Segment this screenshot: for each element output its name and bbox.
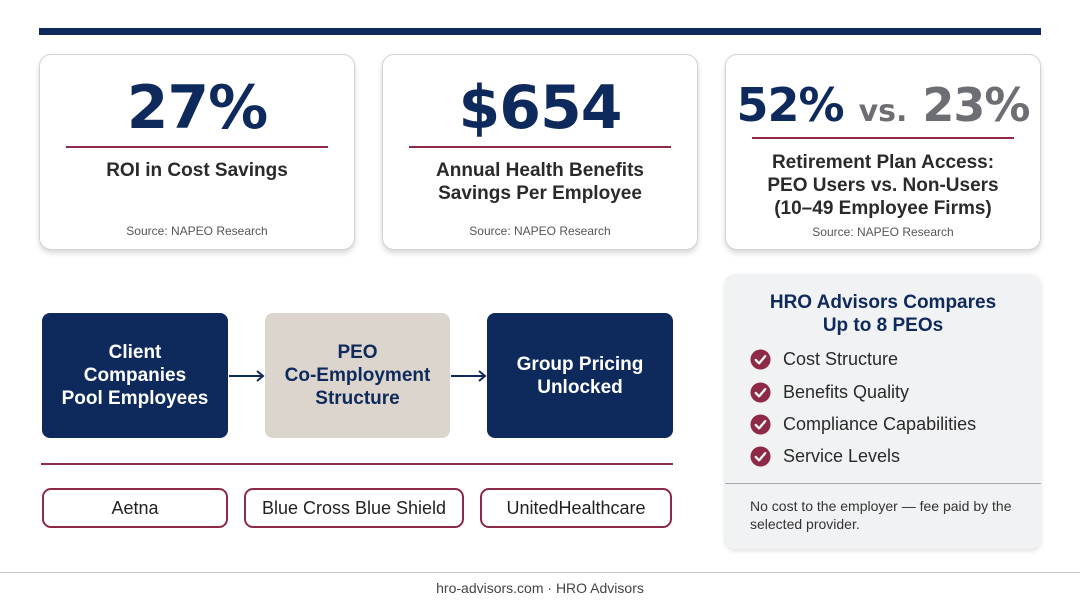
flow-step-line: Co-Employment <box>284 365 431 386</box>
top-accent-bar <box>39 28 1041 35</box>
carrier-pill-aetna: Aetna <box>42 488 228 528</box>
stat-caption: Annual Health Benefits Savings Per Emplo… <box>393 159 687 205</box>
flow-step-line: Pool Employees <box>61 388 209 409</box>
stat-divider <box>409 146 671 148</box>
stat-card-retirement-access: 52% vs. 23% Retirement Plan Access: PEO … <box>725 54 1041 250</box>
flow-step-group-pricing: Group Pricing Unlocked <box>487 313 673 438</box>
stat-caption-line: PEO Users vs. Non-Users <box>767 175 999 196</box>
stat-card-roi: 27% ROI in Cost Savings Source: NAPEO Re… <box>39 54 355 250</box>
flow-step-line: Unlocked <box>537 376 623 398</box>
compare-item: Compliance Capabilities <box>750 413 976 435</box>
compare-item-label: Compliance Capabilities <box>783 413 977 434</box>
stat-caption: Retirement Plan Access: PEO Users vs. No… <box>736 151 1030 220</box>
stat-caption-line: Savings Per Employee <box>438 183 642 204</box>
compare-item: Service Levels <box>750 445 900 467</box>
flow-step-line: Companies <box>83 365 187 386</box>
stat-value-left: 52% <box>736 78 844 132</box>
stat-divider <box>66 146 328 148</box>
check-circle-icon <box>750 413 771 435</box>
stat-value-vs: vs. <box>858 94 908 129</box>
footer-divider <box>0 572 1080 573</box>
compare-divider <box>725 483 1041 484</box>
flow-step-line: Structure <box>315 388 400 409</box>
compare-item-label: Service Levels <box>783 445 901 466</box>
carrier-pill-unitedhealthcare: UnitedHealthcare <box>480 488 672 528</box>
flow-step-line: Client <box>108 342 162 363</box>
carrier-pill-bcbs: Blue Cross Blue Shield <box>244 488 464 528</box>
check-circle-icon <box>750 348 771 370</box>
stat-divider <box>752 137 1014 139</box>
compare-title-line: Up to 8 PEOs <box>822 315 944 336</box>
compare-item-label: Benefits Quality <box>783 381 910 402</box>
section-divider <box>41 463 673 465</box>
stat-caption: ROI in Cost Savings <box>50 159 344 182</box>
stat-source: Source: NAPEO Research <box>812 225 954 239</box>
compare-note: No cost to the employer — fee paid by th… <box>750 498 1012 532</box>
stat-caption-line: ROI in Cost Savings <box>106 160 288 181</box>
compare-title: HRO Advisors Compares Up to 8 PEOs <box>725 291 1041 337</box>
stat-caption-line: (10–49 Employee Firms) <box>774 198 992 219</box>
stat-card-health-savings: $654 Annual Health Benefits Savings Per … <box>382 54 698 250</box>
check-circle-icon <box>750 445 771 467</box>
flow-step-client-companies: Client Companies Pool Employees <box>42 313 228 438</box>
flow-step-peo-structure: PEO Co-Employment Structure <box>265 313 450 438</box>
arrow-right-icon <box>451 370 487 382</box>
compare-item: Cost Structure <box>750 348 898 370</box>
stat-source: Source: NAPEO Research <box>469 224 611 238</box>
stat-source: Source: NAPEO Research <box>126 224 268 238</box>
check-circle-icon <box>750 381 771 403</box>
stat-value: 27% <box>126 73 269 143</box>
compare-title-line: HRO Advisors Compares <box>769 292 997 313</box>
flow-step-line: PEO <box>337 342 378 363</box>
stat-value: $654 <box>458 73 623 143</box>
compare-panel: HRO Advisors Compares Up to 8 PEOs Cost … <box>725 274 1041 549</box>
stat-value-right: 23% <box>922 78 1030 132</box>
compare-item-label: Cost Structure <box>783 348 899 369</box>
stat-caption-line: Retirement Plan Access: <box>771 152 995 173</box>
stat-caption-line: Annual Health Benefits <box>436 160 644 181</box>
flow-step-line: Group Pricing <box>516 353 644 375</box>
arrow-right-icon <box>229 370 265 382</box>
footer-text: hro-advisors.com · HRO Advisors <box>436 580 644 596</box>
compare-item: Benefits Quality <box>750 381 909 403</box>
stat-value-comparison: 52% vs. 23% <box>726 77 1040 140</box>
